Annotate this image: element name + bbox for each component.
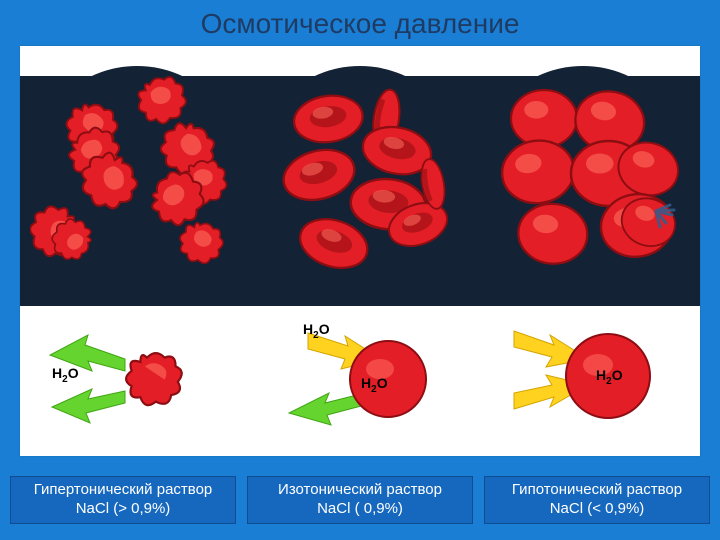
caption-hypotonic: Гипотонический раствор NaCl (< 0,9%) [484, 476, 710, 524]
figure-panel: H2O H2O H2O [20, 46, 700, 456]
circle-hypertonic [30, 66, 244, 280]
caption-line2: NaCl (> 0,9%) [15, 500, 231, 519]
circle-hypotonic [476, 66, 690, 280]
circle-isotonic [253, 66, 467, 280]
caption-line1: Изотонический раствор [252, 481, 468, 500]
caption-line2: NaCl (< 0,9%) [489, 500, 705, 519]
mini-hypertonic: H2O [30, 321, 250, 431]
h2o-label: H2O [303, 321, 330, 341]
mini-hypotonic: H2O [476, 321, 696, 431]
page-title: Осмотическое давление [0, 8, 720, 40]
caption-hypertonic: Гипертонический раствор NaCl (> 0,9%) [10, 476, 236, 524]
caption-line2: NaCl ( 0,9%) [252, 500, 468, 519]
slide: Осмотическое давление [0, 0, 720, 540]
caption-line1: Гипертонический раствор [15, 481, 231, 500]
mini-row: H2O H2O H2O [20, 321, 700, 441]
caption-line1: Гипотонический раствор [489, 481, 705, 500]
caption-isotonic: Изотонический раствор NaCl ( 0,9%) [247, 476, 473, 524]
h2o-label: H2O [596, 367, 623, 387]
h2o-label: H2O [361, 375, 388, 395]
mini-isotonic: H2O H2O [253, 321, 473, 431]
h2o-label: H2O [52, 365, 79, 385]
